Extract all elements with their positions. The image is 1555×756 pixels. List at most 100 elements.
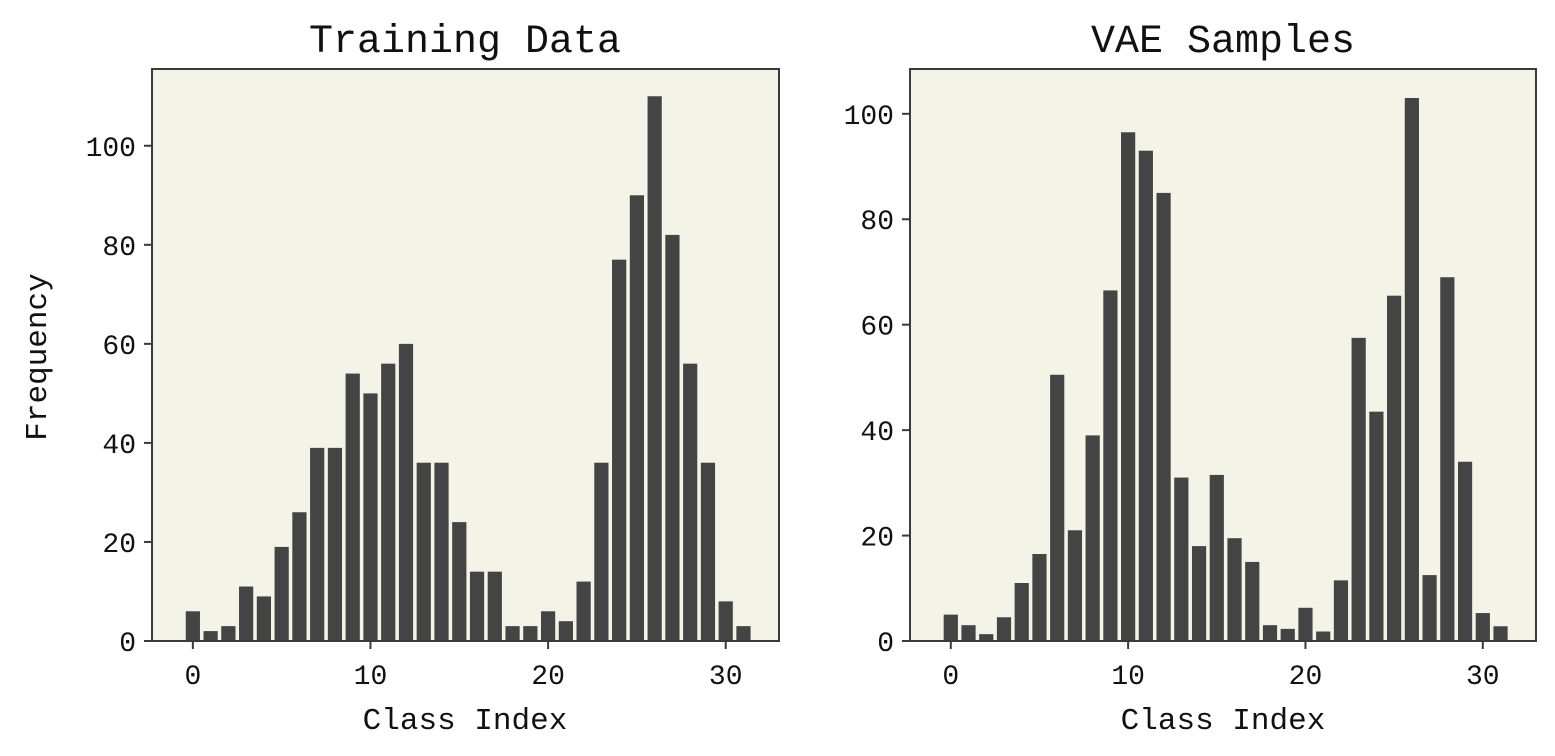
x-axis-label-training-data: Class Index [363, 704, 568, 739]
x-axis-label-vae-samples: Class Index [1121, 704, 1326, 739]
bar-vae-samples-29 [1457, 461, 1473, 641]
bar-vae-samples-24 [1369, 411, 1384, 641]
bar-training-data-20 [540, 611, 556, 641]
y-tick-label-training-data-20: 20 [102, 530, 136, 561]
bar-vae-samples-21 [1316, 631, 1331, 641]
bar-vae-samples-1 [961, 625, 976, 641]
x-axis-vae-samples: 0 10 20 30 [942, 641, 1500, 693]
bar-training-data-15 [452, 522, 467, 641]
x-tick-label-training-data-0: 0 [184, 662, 201, 693]
bar-vae-samples-30 [1475, 613, 1490, 641]
bar-vae-samples-16 [1227, 538, 1242, 641]
bar-vae-samples-18 [1262, 625, 1278, 641]
bar-training-data-1 [203, 631, 218, 641]
y-axis-vae-samples: 0 20 40 60 80 100 [844, 102, 910, 660]
bar-vae-samples-19 [1280, 628, 1295, 641]
bar-vae-samples-5 [1032, 554, 1047, 641]
x-tick-label-vae-samples-20: 20 [1289, 662, 1323, 693]
bar-training-data-23 [594, 462, 609, 641]
bar-vae-samples-22 [1333, 580, 1349, 641]
x-tick-label-vae-samples-0: 0 [942, 662, 959, 693]
bar-training-data-4 [256, 596, 272, 641]
bar-vae-samples-10 [1121, 132, 1136, 641]
bar-vae-samples-25 [1387, 295, 1402, 641]
bar-vae-samples-11 [1138, 150, 1153, 641]
x-tick-label-vae-samples-10: 10 [1111, 662, 1145, 693]
bar-vae-samples-12 [1156, 192, 1171, 641]
y-axis-training-data: 0 20 40 60 80 100 [86, 134, 152, 660]
y-tick-label-vae-samples-100: 100 [844, 102, 894, 133]
bar-training-data-9 [345, 373, 360, 641]
y-tick-label-training-data-40: 40 [102, 431, 136, 462]
bar-training-data-2 [221, 626, 236, 641]
plot-frame-training-data [151, 68, 780, 642]
y-tick-label-training-data-0: 0 [119, 629, 136, 660]
bar-vae-samples-14 [1191, 546, 1207, 641]
bar-vae-samples-31 [1493, 626, 1508, 641]
bar-training-data-12 [398, 343, 414, 641]
bar-training-data-25 [629, 195, 645, 642]
y-tick-label-vae-samples-20: 20 [860, 524, 894, 555]
bar-vae-samples-8 [1085, 435, 1100, 641]
bar-vae-samples-0 [943, 614, 958, 641]
bar-training-data-3 [239, 586, 254, 641]
bar-training-data-28 [683, 363, 698, 641]
bar-vae-samples-20 [1298, 607, 1313, 641]
bar-vae-samples-13 [1174, 477, 1189, 641]
chart-training-data: 0 10 20 30 0 20 40 60 80 100 Training Data Class… [21, 20, 780, 739]
bar-vae-samples-26 [1404, 98, 1419, 641]
bar-vae-samples-7 [1067, 530, 1083, 641]
bar-vae-samples-9 [1103, 290, 1118, 641]
bar-training-data-24 [612, 259, 627, 641]
bar-training-data-11 [381, 363, 396, 641]
bar-vae-samples-15 [1209, 474, 1224, 641]
bar-training-data-10 [363, 393, 378, 641]
bar-vae-samples-2 [979, 634, 994, 641]
y-tick-label-training-data-80: 80 [102, 233, 136, 264]
y-tick-label-vae-samples-60: 60 [860, 313, 894, 344]
chart-title-vae-samples: VAE Samples [1091, 20, 1355, 65]
x-tick-label-vae-samples-30: 30 [1466, 662, 1500, 693]
bar-vae-samples-6 [1050, 374, 1065, 641]
bar-training-data-6 [292, 512, 307, 641]
bar-training-data-13 [416, 462, 431, 641]
bar-vae-samples-17 [1245, 561, 1260, 641]
bar-training-data-22 [576, 581, 591, 641]
bars-vae-samples [943, 98, 1508, 641]
bar-training-data-17 [487, 571, 502, 641]
bar-vae-samples-23 [1351, 337, 1366, 641]
y-tick-label-vae-samples-0: 0 [877, 629, 894, 660]
x-tick-label-training-data-20: 20 [531, 662, 565, 693]
x-tick-label-training-data-10: 10 [354, 662, 388, 693]
bar-vae-samples-3 [996, 617, 1012, 641]
bar-training-data-30 [718, 601, 733, 641]
bar-training-data-21 [558, 621, 573, 641]
bar-vae-samples-4 [1014, 583, 1029, 641]
x-tick-label-training-data-30: 30 [709, 662, 743, 693]
bar-training-data-8 [327, 447, 343, 641]
bar-training-data-16 [469, 571, 485, 641]
bar-training-data-5 [274, 546, 289, 641]
y-axis-label-training-data: Frequency [21, 273, 56, 440]
bar-training-data-31 [736, 626, 751, 641]
bar-vae-samples-27 [1422, 575, 1437, 641]
bar-training-data-14 [434, 462, 449, 641]
bar-training-data-19 [523, 626, 538, 641]
x-axis-training-data: 0 10 20 30 [184, 641, 743, 693]
bar-training-data-27 [665, 234, 680, 641]
y-tick-label-vae-samples-80: 80 [860, 207, 894, 238]
bar-training-data-26 [647, 96, 662, 642]
bar-vae-samples-28 [1440, 277, 1455, 641]
chart-title-training-data: Training Data [309, 20, 621, 65]
bar-training-data-18 [505, 626, 520, 641]
bar-training-data-29 [700, 462, 716, 641]
plot-frame-vae-samples [909, 68, 1537, 642]
bars-training-data [185, 96, 751, 642]
y-tick-label-vae-samples-40: 40 [860, 418, 894, 449]
bar-training-data-7 [310, 447, 325, 641]
bar-training-data-0 [185, 611, 200, 641]
chart-vae-samples: 0 10 20 30 0 20 40 60 80 100 VAE Samples Class I… [844, 20, 1537, 739]
y-tick-label-training-data-60: 60 [102, 332, 136, 363]
y-tick-label-training-data-100: 100 [86, 134, 136, 165]
